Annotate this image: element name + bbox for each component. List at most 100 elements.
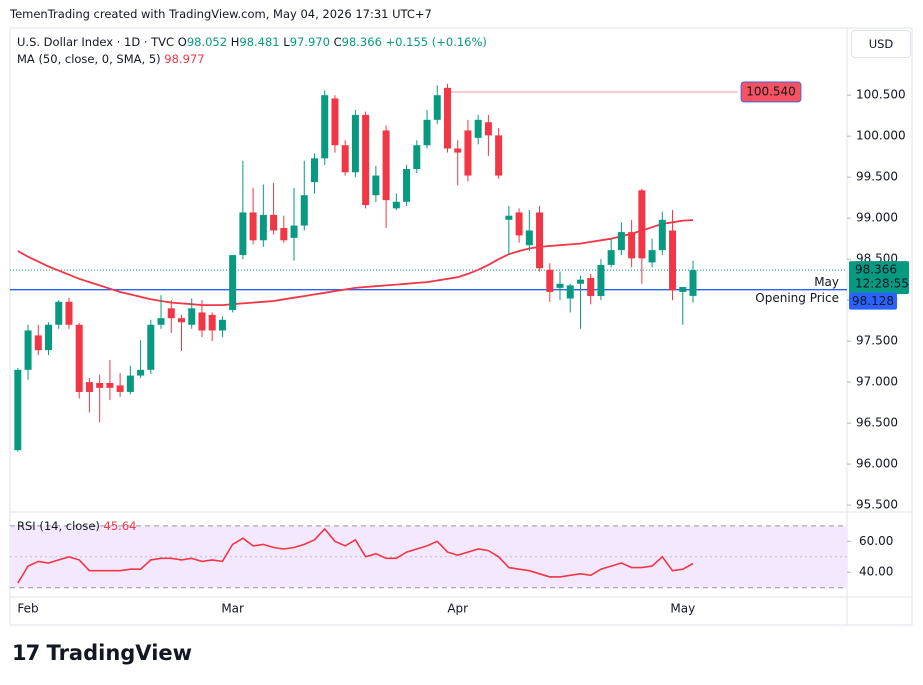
y-tick-label: 96.000 <box>856 457 898 471</box>
rsi-legend: RSI (14, close) 45.64 <box>17 519 136 533</box>
candle-body <box>167 308 175 319</box>
candle-body <box>14 369 22 451</box>
candle-body <box>157 318 165 325</box>
candle-body <box>505 215 513 220</box>
ohlc-value: 98.481 <box>239 35 280 49</box>
last-price-label: 98.366 <box>855 263 897 277</box>
last-price-tag <box>849 261 909 295</box>
candle-body <box>249 212 257 241</box>
candle-body <box>546 269 554 292</box>
candle-body <box>106 382 114 388</box>
x-tick-label: Feb <box>17 602 38 616</box>
x-tick-label: Apr <box>447 602 468 616</box>
candle-body <box>576 279 584 284</box>
candle-body <box>280 228 288 241</box>
ohlc-key: H <box>230 35 240 49</box>
candle-body <box>658 219 666 251</box>
candle-body <box>679 287 687 292</box>
legend: U.S. Dollar Index · 1D · TVC O98.052 H98… <box>17 35 487 49</box>
opening-title: May <box>814 275 839 289</box>
y-tick-label: 95.500 <box>856 498 898 512</box>
candle-body <box>229 255 237 310</box>
candle-body <box>362 114 370 206</box>
candle-body <box>556 283 564 288</box>
candle-body <box>669 230 677 291</box>
candle-body <box>689 270 697 296</box>
candle-body <box>331 98 339 146</box>
candle-body <box>484 122 492 136</box>
candle-body <box>382 130 390 201</box>
ohlc-key: C <box>333 35 342 49</box>
ohlc: O98.052 H98.481 L97.970 C98.366 <box>178 35 386 49</box>
candle-body <box>443 87 451 149</box>
opening-tag <box>849 292 897 310</box>
y-tick-label: 100.500 <box>856 88 906 102</box>
candle-body <box>198 312 206 331</box>
y-tick-label: 97.000 <box>856 375 898 389</box>
y-tick-label: 97.500 <box>856 334 898 348</box>
candle-body <box>351 114 359 173</box>
candle-body <box>188 308 196 325</box>
candle-body <box>65 301 73 325</box>
candle-body <box>392 201 400 209</box>
y-tick-label: 100.000 <box>856 129 906 143</box>
candle-body <box>96 382 104 388</box>
candle-body <box>45 324 53 351</box>
candle-body <box>536 212 544 269</box>
candle-body <box>566 285 574 299</box>
ma-line <box>17 219 694 306</box>
candle-body <box>403 168 411 202</box>
rsi-line <box>17 527 694 584</box>
y-tick-label: 96.500 <box>856 416 898 430</box>
ohlc-value: 98.366 <box>341 35 382 49</box>
candle-body <box>24 330 32 370</box>
change: +0.155 (+0.16%) <box>385 35 487 49</box>
candle-body <box>85 382 93 392</box>
candle-body <box>270 214 278 231</box>
high-tag-label: 100.540 <box>746 84 796 98</box>
logo-mark: 17 <box>12 641 40 665</box>
candle-body <box>34 335 42 351</box>
y-tick-label: 99.000 <box>856 211 898 225</box>
ohlc-value: 97.970 <box>289 35 330 49</box>
candle-body <box>126 375 134 392</box>
countdown: 12:28:55 <box>855 277 909 291</box>
candle-body <box>597 264 605 297</box>
candle-body <box>617 232 625 251</box>
ohlc-value: 98.052 <box>186 35 228 49</box>
candle-body <box>55 301 63 325</box>
candle-body <box>321 95 329 159</box>
candle-body <box>178 318 185 323</box>
candle-body <box>259 214 267 241</box>
candle-body <box>515 212 523 236</box>
opening-subtitle: Opening Price <box>755 291 839 305</box>
candle-body <box>137 369 145 376</box>
currency-button[interactable]: USD <box>851 30 911 58</box>
candle-body <box>300 195 308 226</box>
candle-body <box>147 324 155 370</box>
ohlc-key: L <box>283 35 290 49</box>
ma-name: MA (50, close, 0, SMA, 5) <box>17 52 161 66</box>
candle-body <box>290 225 298 238</box>
credit: TemenTrading created with TradingView.co… <box>10 7 432 21</box>
candle-body <box>372 175 380 196</box>
candle-body <box>587 278 595 297</box>
candle-body <box>341 145 349 173</box>
candle-body <box>525 230 533 246</box>
candle-body <box>648 250 656 263</box>
candle-body <box>310 158 318 183</box>
logo-text: TradingView <box>46 641 193 665</box>
frame <box>9 27 913 626</box>
ohlc-key: O <box>177 35 187 49</box>
y-tick-label: 40.00 <box>859 565 893 579</box>
candle-body <box>628 232 636 259</box>
candle-body <box>454 148 462 153</box>
candle-body <box>239 212 247 256</box>
candle-body <box>464 130 472 176</box>
candle-body <box>218 319 226 331</box>
ma-legend: MA (50, close, 0, SMA, 5) 98.977 <box>17 52 205 66</box>
symbol: U.S. Dollar Index · 1D · TVC <box>17 35 175 49</box>
ma-value: 98.977 <box>164 52 205 66</box>
candle-body <box>433 95 441 120</box>
y-tick-label: 60.00 <box>859 534 893 548</box>
